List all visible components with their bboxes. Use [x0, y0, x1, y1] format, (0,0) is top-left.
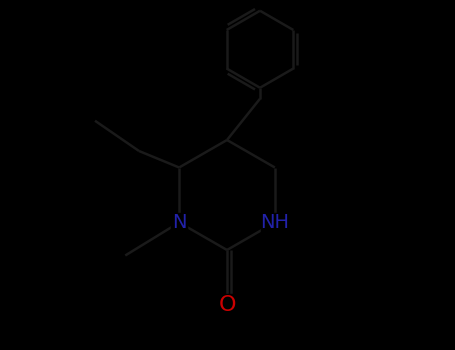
Bar	[261, 212, 289, 232]
Bar	[218, 294, 236, 316]
Bar	[171, 212, 187, 232]
Text: N: N	[172, 213, 187, 232]
Text: NH: NH	[260, 213, 289, 232]
Text: O: O	[218, 295, 236, 315]
